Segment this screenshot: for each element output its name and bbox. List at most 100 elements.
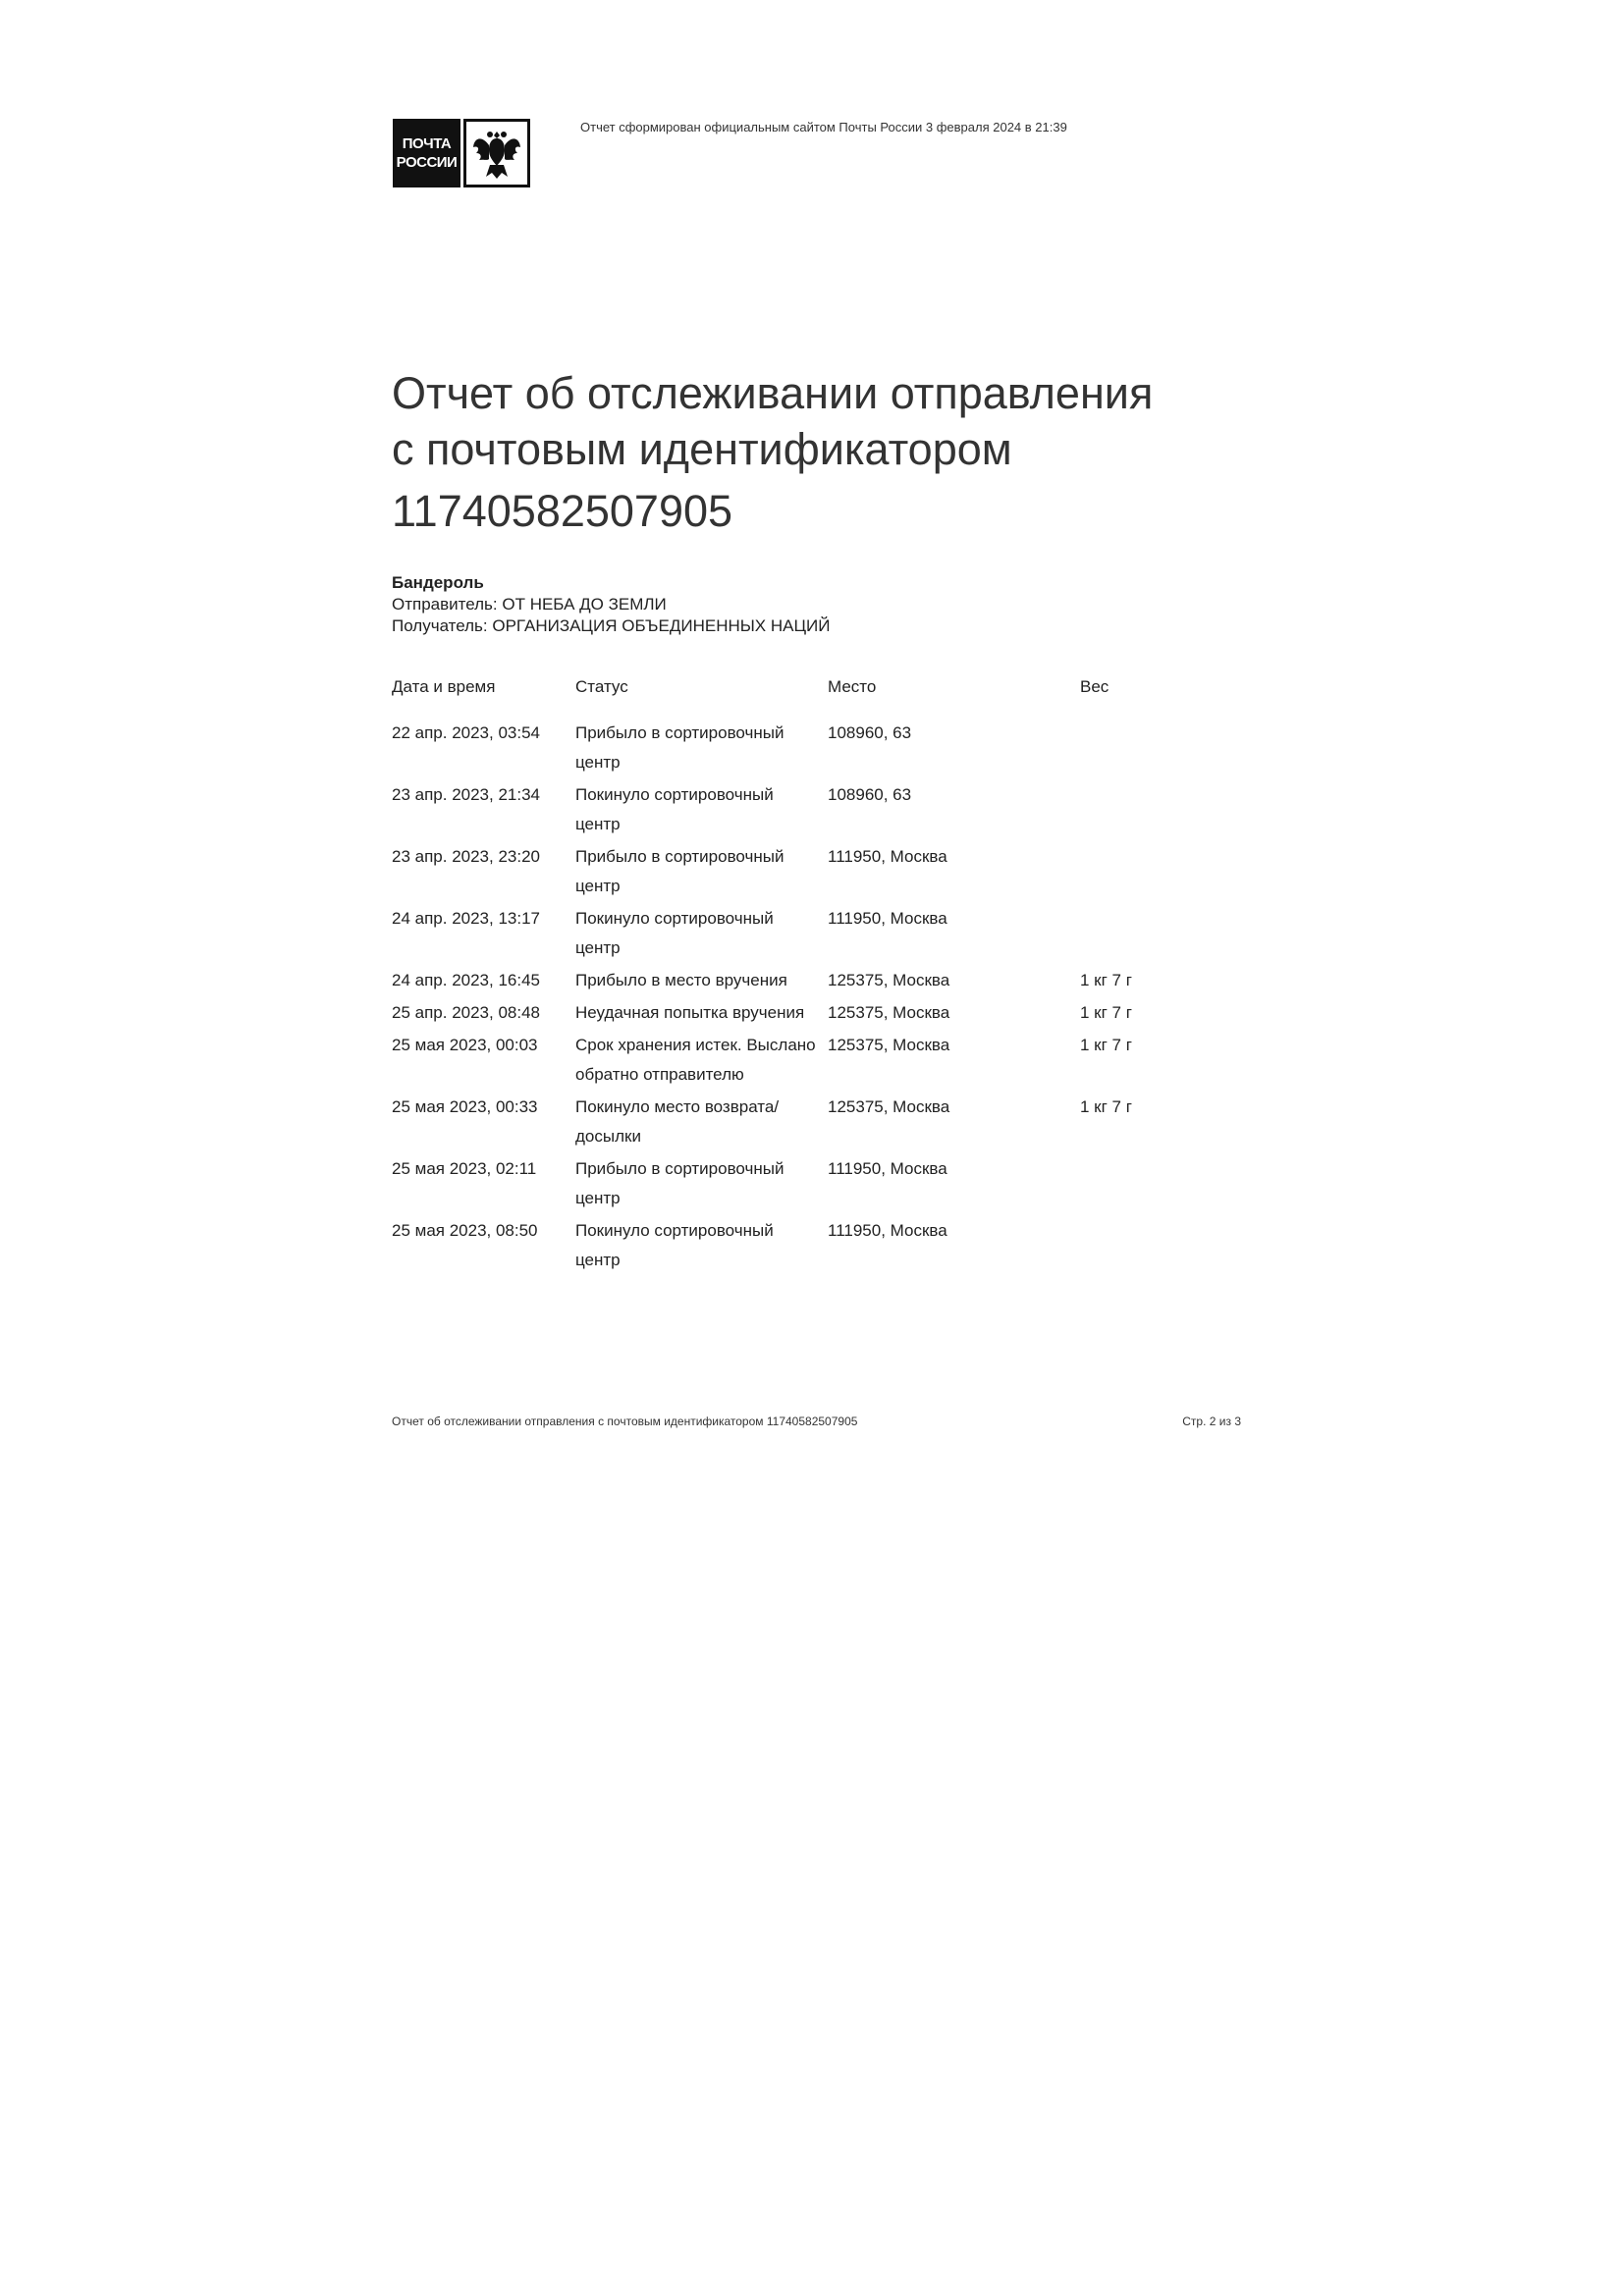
cell-place-text: 125375, Москва: [828, 971, 950, 989]
cell-weight: [1080, 1216, 1227, 1278]
cell-status-text: Неудачная попытка вручения: [575, 1003, 805, 1022]
cell-status-text: Прибыло в сортировочный центр: [575, 723, 784, 772]
cell-weight-text: 1 кг 7 г: [1080, 971, 1132, 989]
cell-place: 111950, Москва: [828, 842, 1080, 904]
cell-place-text: 111950, Москва: [828, 1159, 947, 1178]
cell-date-text: 23 апр. 2023, 21:34: [392, 785, 540, 804]
table-row: 24 апр. 2023, 16:45 Прибыло в место вруче…: [392, 966, 1227, 998]
cell-status: Покинуло сортировочный центр: [575, 1216, 828, 1278]
cell-status-text: Покинуло сортировочный центр: [575, 909, 774, 957]
cell-place: 125375, Москва: [828, 966, 1080, 998]
cell-date: 25 мая 2023, 02:11: [392, 1154, 575, 1216]
cell-date-text: 25 апр. 2023, 08:48: [392, 1003, 540, 1022]
cell-place: 125375, Москва: [828, 1093, 1080, 1154]
cell-weight: [1080, 904, 1227, 966]
header-date: Дата и время: [392, 677, 496, 696]
cell-date-text: 25 мая 2023, 00:33: [392, 1097, 538, 1116]
cell-weight: [1080, 780, 1227, 842]
cell-weight: [1080, 1154, 1227, 1216]
cell-status: Покинуло сортировочный центр: [575, 780, 828, 842]
cell-weight: 1 кг 7 г: [1080, 966, 1227, 998]
cell-status: Неудачная попытка вручения: [575, 998, 828, 1031]
cell-date: 25 мая 2023, 08:50: [392, 1216, 575, 1278]
cell-place-text: 111950, Москва: [828, 909, 947, 928]
logo-line2: РОССИИ: [396, 154, 458, 171]
cell-status: Срок хранения истек. Выслано обратно отп…: [575, 1031, 828, 1093]
cell-weight: 1 кг 7 г: [1080, 998, 1227, 1031]
cell-place: 108960, 63: [828, 719, 1080, 780]
cell-place: 111950, Москва: [828, 904, 1080, 966]
table-row: 25 мая 2023, 00:03 Срок хранения истек. В…: [392, 1031, 1227, 1093]
double-headed-eagle-icon: [463, 119, 530, 187]
shipment-type: Бандероль: [392, 573, 484, 592]
title-line-2: с почтовым идентификатором: [392, 424, 1012, 474]
cell-status-text: Прибыло в место вручения: [575, 971, 787, 989]
cell-date-text: 22 апр. 2023, 03:54: [392, 723, 540, 742]
generated-note: Отчет сформирован официальным сайтом Поч…: [580, 120, 1067, 134]
cell-weight-text: 1 кг 7 г: [1080, 1097, 1132, 1116]
cell-place: 111950, Москва: [828, 1216, 1080, 1278]
cell-status-text: Покинуло сортировочный центр: [575, 785, 774, 833]
logo-wordmark: ПОЧТА РОССИИ: [393, 119, 460, 187]
cell-weight: [1080, 842, 1227, 904]
tracking-number: 11740582507905: [392, 486, 733, 536]
cell-status: Покинуло сортировочный центр: [575, 904, 828, 966]
cell-place: 108960, 63: [828, 780, 1080, 842]
cell-date: 24 апр. 2023, 13:17: [392, 904, 575, 966]
table-row: 25 мая 2023, 02:11 Прибыло в сортировочны…: [392, 1154, 1227, 1216]
cell-status-text: Прибыло в сортировочный центр: [575, 1159, 784, 1207]
shipment-info: Бандероль Отправитель: ОТ НЕБА ДО ЗЕМЛИ …: [392, 572, 830, 637]
pochta-rossii-logo: ПОЧТА РОССИИ: [393, 119, 530, 187]
cell-status: Прибыло в сортировочный центр: [575, 842, 828, 904]
page-footer: Отчет об отслеживании отправления с почт…: [392, 1415, 1241, 1428]
cell-date: 23 апр. 2023, 23:20: [392, 842, 575, 904]
cell-weight: 1 кг 7 г: [1080, 1093, 1227, 1154]
cell-weight-text: 1 кг 7 г: [1080, 1003, 1132, 1022]
cell-place: 125375, Москва: [828, 1031, 1080, 1093]
cell-status: Прибыло в сортировочный центр: [575, 1154, 828, 1216]
sender: Отправитель: ОТ НЕБА ДО ЗЕМЛИ: [392, 595, 667, 614]
cell-place: 125375, Москва: [828, 998, 1080, 1031]
table-row: 24 апр. 2023, 13:17 Покинуло сортировочны…: [392, 904, 1227, 966]
footer-title: Отчет об отслеживании отправления с почт…: [392, 1415, 858, 1428]
cell-date: 24 апр. 2023, 16:45: [392, 966, 575, 998]
cell-date: 22 апр. 2023, 03:54: [392, 719, 575, 780]
cell-status: Покинуло место возврата/ досылки: [575, 1093, 828, 1154]
cell-date-text: 25 мая 2023, 00:03: [392, 1036, 538, 1054]
page-title: Отчет об отслеживании отправления с почт…: [392, 365, 1275, 539]
table-row: 25 апр. 2023, 08:48 Неудачная попытка вру…: [392, 998, 1227, 1031]
cell-place-text: 108960, 63: [828, 723, 912, 742]
cell-status-text: Покинуло место возврата/ досылки: [575, 1097, 780, 1146]
cell-place: 111950, Москва: [828, 1154, 1080, 1216]
cell-date-text: 23 апр. 2023, 23:20: [392, 847, 540, 866]
cell-date-text: 24 апр. 2023, 13:17: [392, 909, 540, 928]
cell-place-text: 125375, Москва: [828, 1097, 950, 1116]
cell-weight-text: 1 кг 7 г: [1080, 1036, 1132, 1054]
cell-weight: 1 кг 7 г: [1080, 1031, 1227, 1093]
cell-date: 23 апр. 2023, 21:34: [392, 780, 575, 842]
table-header: Дата и время Статус Место Вес: [392, 677, 1227, 719]
table-row: 23 апр. 2023, 23:20 Прибыло в сортировочн…: [392, 842, 1227, 904]
table-row: 23 апр. 2023, 21:34 Покинуло сортировочны…: [392, 780, 1227, 842]
table-row: 25 мая 2023, 08:50 Покинуло сортировочный…: [392, 1216, 1227, 1278]
cell-date: 25 апр. 2023, 08:48: [392, 998, 575, 1031]
cell-status: Прибыло в сортировочный центр: [575, 719, 828, 780]
table-row: 22 апр. 2023, 03:54 Прибыло в сортировочн…: [392, 719, 1227, 780]
header-place: Место: [828, 677, 877, 696]
cell-place-text: 108960, 63: [828, 785, 912, 804]
cell-date: 25 мая 2023, 00:33: [392, 1093, 575, 1154]
cell-date-text: 25 мая 2023, 08:50: [392, 1221, 538, 1240]
header-status: Статус: [575, 677, 628, 696]
cell-status: Прибыло в место вручения: [575, 966, 828, 998]
recipient: Получатель: ОРГАНИЗАЦИЯ ОБЪЕДИНЕННЫХ НАЦ…: [392, 616, 831, 635]
cell-status-text: Прибыло в сортировочный центр: [575, 847, 784, 895]
header-weight: Вес: [1080, 677, 1109, 696]
page-number: Стр. 2 из 3: [1182, 1415, 1241, 1428]
tracking-table: Дата и время Статус Место Вес 22 апр. 20…: [392, 677, 1227, 1278]
cell-date-text: 24 апр. 2023, 16:45: [392, 971, 540, 989]
cell-date-text: 25 мая 2023, 02:11: [392, 1159, 537, 1178]
cell-place-text: 125375, Москва: [828, 1003, 950, 1022]
cell-status-text: Покинуло сортировочный центр: [575, 1221, 774, 1269]
cell-place-text: 111950, Москва: [828, 847, 947, 866]
cell-date: 25 мая 2023, 00:03: [392, 1031, 575, 1093]
